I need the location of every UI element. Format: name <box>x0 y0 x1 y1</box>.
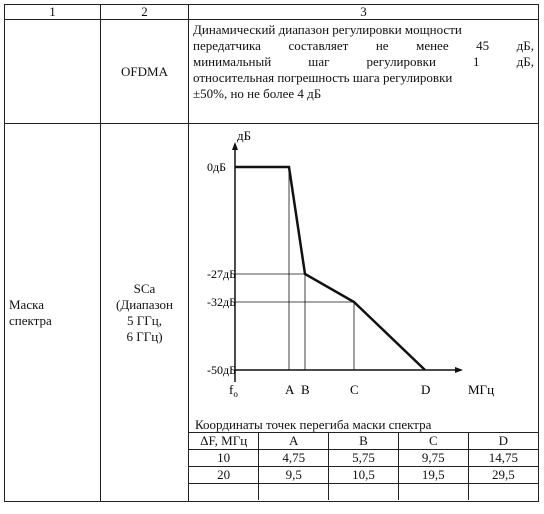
row1-col1 <box>4 19 101 124</box>
x-tick-label-a: A <box>285 382 295 397</box>
sca-line: SCa <box>133 280 156 296</box>
header-col-1: 1 <box>4 4 101 20</box>
row-spectrum-mask: Маска спектра SCa (Диапазон 5 ГГц, 6 ГГц… <box>4 123 539 502</box>
coords-header-cell: ΔF, МГц <box>189 432 260 450</box>
desc-line: минимальный шаг регулировки 1 дБ, <box>193 54 534 69</box>
coords-cell <box>328 483 399 500</box>
desc-line: Динамический диапазон регулировки мощнос… <box>193 22 462 37</box>
chart-cell: дБ МГц 0дБ -27дБ -32дБ -50дБ fo A B C D Координа… <box>188 123 539 502</box>
spectrum-mask-label: Маска спектра <box>4 123 101 502</box>
coords-row <box>189 483 538 500</box>
coords-cell <box>189 483 260 500</box>
coords-cell: 10 <box>189 449 260 467</box>
coords-header-cell: A <box>258 432 330 450</box>
coords-cell: 14,75 <box>467 449 538 467</box>
coords-header-cell: D <box>467 432 538 450</box>
coords-cell <box>258 483 330 500</box>
header-col-3: 3 <box>188 4 539 20</box>
y-axis-label: дБ <box>237 128 251 143</box>
mask-label-line1: Маска <box>9 296 44 312</box>
sca-line: 6 ГГц) <box>126 328 163 344</box>
x-axis-arrow <box>455 367 463 373</box>
coords-cell: 5,75 <box>328 449 399 467</box>
chart-layer: 0дБ -27дБ -32дБ -50дБ fo A B C D <box>207 142 463 399</box>
coords-cell <box>397 483 469 500</box>
header-row: 1 2 3 <box>4 4 539 20</box>
coords-cell: 19,5 <box>397 466 469 484</box>
sca-line: (Диапазон <box>116 296 173 312</box>
coords-cell: 10,5 <box>328 466 399 484</box>
y-axis-arrow <box>232 142 238 150</box>
mask-label-line2: спектра <box>9 312 52 328</box>
coords-cell: 4,75 <box>258 449 330 467</box>
desc-line: ±50%, но не более 4 дБ <box>193 86 322 101</box>
header-col-2: 2 <box>100 4 189 20</box>
ofdma-cell: OFDMA <box>100 19 189 124</box>
row-ofdma: OFDMA Динамический диапазон регулировки … <box>4 19 539 124</box>
x-tick-label-d: D <box>421 382 430 397</box>
spectrum-mask-line <box>235 165 426 371</box>
spec-table: 1 2 3 OFDMA Динамический диапазон регули… <box>4 4 539 502</box>
desc-line: передатчика составляет не менее 45 дБ, <box>193 38 534 53</box>
coords-cell <box>467 483 538 500</box>
sca-cell: SCa (Диапазон 5 ГГц, 6 ГГц) <box>100 123 189 502</box>
coords-row: 10 4,75 5,75 9,75 14,75 <box>189 449 538 467</box>
x-tick-label-c: C <box>350 382 359 397</box>
coords-header-cell: C <box>397 432 469 450</box>
sca-line: 5 ГГц, <box>127 312 162 328</box>
coords-table: ΔF, МГц A B C D 10 4,75 5,75 9,75 14,75 … <box>189 432 538 500</box>
coords-cell: 9,75 <box>397 449 469 467</box>
coords-row: 20 9,5 10,5 19,5 29,5 <box>189 466 538 484</box>
x-tick-label-b: B <box>301 382 310 397</box>
y-tick-label: -27дБ <box>207 267 236 281</box>
coords-title: Координаты точек перегиба маски спектра <box>195 417 432 432</box>
ofdma-description: Динамический диапазон регулировки мощнос… <box>188 19 539 124</box>
coords-cell: 29,5 <box>467 466 538 484</box>
coords-cell: 20 <box>189 466 260 484</box>
desc-line: относительная погрешность шага регулиров… <box>193 70 453 85</box>
spectrum-mask-chart: дБ МГц 0дБ -27дБ -32дБ -50дБ fo A B C D <box>207 128 494 399</box>
y-tick-label: -50дБ <box>207 363 236 377</box>
coords-header-row: ΔF, МГц A B C D <box>189 432 538 450</box>
y-tick-label: -32дБ <box>207 295 236 309</box>
coords-header-cell: B <box>328 432 399 450</box>
y-tick-label: 0дБ <box>207 160 226 174</box>
coords-cell: 9,5 <box>258 466 330 484</box>
x-axis-label: МГц <box>468 382 494 397</box>
x-tick-label-fo: fo <box>229 382 238 399</box>
